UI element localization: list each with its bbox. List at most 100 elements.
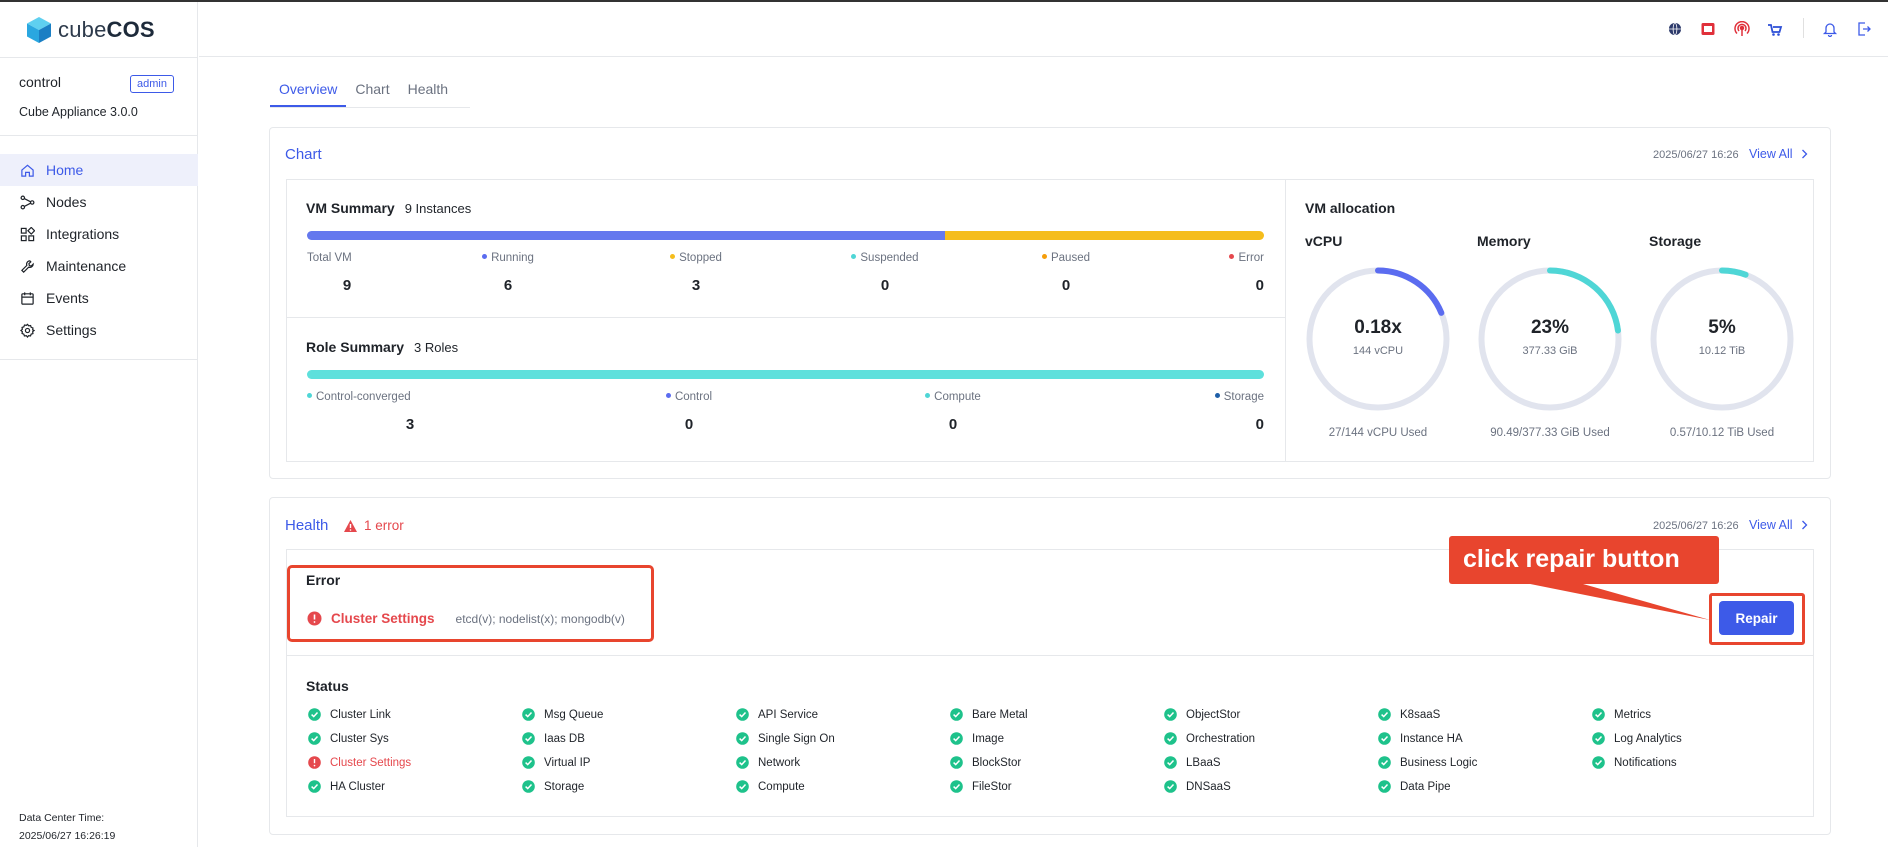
legend-dot: [670, 254, 676, 260]
legend-dot: [307, 393, 312, 399]
status-item: Storage: [522, 780, 584, 793]
status-item-label: BlockStor: [972, 756, 1022, 769]
check-circle-icon: [1592, 732, 1605, 745]
vm_summary-stat-value: 0: [880, 277, 890, 294]
sidebar-item-events[interactable]: Events: [0, 282, 198, 314]
status-item-label: Single Sign On: [758, 732, 835, 745]
sidebar-item-home[interactable]: Home: [0, 154, 198, 186]
integrations-icon: [20, 226, 35, 241]
sidebar-item-integrations[interactable]: Integrations: [0, 218, 198, 250]
tab-health[interactable]: Health: [407, 81, 449, 97]
terminal-icon[interactable]: [1700, 21, 1716, 37]
status-item: Compute: [736, 780, 805, 793]
globe-icon[interactable]: [1667, 21, 1683, 37]
status-item-label: Msg Queue: [544, 708, 604, 721]
role-summary-count: 3 Roles: [414, 340, 459, 355]
health-view-all-link[interactable]: View All: [1749, 518, 1808, 532]
sidebar-item-nodes[interactable]: Nodes: [0, 186, 198, 218]
health-card-date: 2025/06/27 16:26: [1653, 520, 1739, 532]
logout-icon[interactable]: [1856, 21, 1872, 37]
status-item: Cluster Settings: [308, 756, 411, 769]
bell-icon[interactable]: [1822, 21, 1838, 37]
username: control: [19, 74, 62, 90]
gauge-ring: [1478, 267, 1622, 411]
vm-summary-title: VM Summary 9 Instances: [306, 200, 472, 216]
health-inner-panel: [286, 549, 1814, 817]
topbar: [199, 2, 1888, 57]
vm_summary-stat-value: 3: [691, 277, 701, 294]
chart-card-title: Chart: [285, 146, 322, 163]
check-circle-icon: [1378, 780, 1391, 793]
status-item-label: Log Analytics: [1614, 732, 1682, 745]
sidebar-item-settings[interactable]: Settings: [0, 314, 198, 346]
chart-view-all-link[interactable]: View All: [1749, 147, 1808, 161]
tab-overview[interactable]: Overview: [270, 72, 347, 107]
repair-button[interactable]: Repair: [1719, 601, 1794, 635]
status-item: Log Analytics: [1592, 732, 1682, 745]
events-icon: [21, 291, 34, 305]
status-item-label: LBaaS: [1186, 756, 1221, 769]
settings-icon: [20, 323, 35, 338]
warning-icon: [344, 519, 357, 532]
status-item-label: K8saaS: [1400, 708, 1441, 721]
gauge-fill: [1650, 267, 1794, 411]
gauge-value: 0.18x: [1354, 317, 1402, 338]
vm-bar-stopped-segment: [945, 231, 1264, 240]
view-all-label: View All: [1749, 147, 1793, 161]
status-item-label: HA Cluster: [330, 780, 385, 793]
error-circle-icon: [308, 756, 321, 769]
status-item: Data Pipe: [1378, 780, 1451, 793]
check-circle-icon: [522, 732, 535, 745]
check-circle-icon: [1164, 732, 1177, 745]
check-circle-icon: [308, 732, 321, 745]
sidebar-item-maintenance[interactable]: Maintenance: [0, 250, 198, 282]
gauge-capacity: 10.12 TiB: [1698, 345, 1746, 357]
check-circle-icon: [736, 732, 749, 745]
sidebar-divider: [0, 359, 198, 360]
status-item-label: ObjectStor: [1186, 708, 1241, 721]
status-item-label: DNSaaS: [1186, 780, 1231, 793]
status-item: BlockStor: [950, 756, 1021, 769]
status-item: Metrics: [1592, 708, 1651, 721]
status-section-title: Status: [306, 678, 349, 694]
status-item: Notifications: [1592, 756, 1677, 769]
sidebar-item-label: Settings: [46, 322, 97, 338]
status-item: Virtual IP: [522, 756, 590, 769]
sidebar-item-label: Integrations: [46, 226, 120, 242]
gauge-title: Memory: [1477, 233, 1531, 249]
vm-summary-count: 9 Instances: [404, 201, 472, 216]
sidebar-divider: [0, 135, 198, 136]
status-item-label: Iaas DB: [544, 732, 585, 745]
check-circle-icon: [1378, 732, 1391, 745]
vm-allocation-title: VM allocation: [1305, 200, 1396, 216]
sidebar-item-label: Nodes: [46, 194, 87, 210]
gauge-title: vCPU: [1305, 233, 1343, 249]
status-item: Network: [736, 756, 800, 769]
gauge-ring: [1650, 267, 1794, 411]
sidebar-item-label: Maintenance: [46, 258, 127, 274]
status-item-label: Cluster Link: [330, 708, 391, 721]
role_summary-stat-value: 0: [684, 416, 694, 433]
vm_summary-stat-label: Stopped: [636, 252, 756, 264]
status-item-label: Network: [758, 756, 801, 769]
broadcast-icon[interactable]: [1734, 21, 1750, 37]
check-circle-icon: [522, 780, 535, 793]
vm_summary-stat-label: Paused: [1006, 252, 1126, 264]
check-circle-icon: [1592, 756, 1605, 769]
repair-highlight-box: [1709, 593, 1805, 645]
role_summary-stat-value: 0: [1255, 416, 1264, 433]
gauge-title: Storage: [1649, 233, 1702, 249]
status-item-label: Business Logic: [1400, 756, 1478, 769]
status-item-label: Data Pipe: [1400, 780, 1451, 793]
logo[interactable]: cubeCOS: [26, 16, 155, 44]
error-item-detail: etcd(v); nodelist(x); mongodb(v): [455, 611, 625, 626]
view-all-label: View All: [1749, 518, 1793, 532]
sidebar-item-label: Events: [46, 290, 89, 306]
tab-chart[interactable]: Chart: [355, 81, 390, 97]
cart-icon[interactable]: [1767, 21, 1783, 37]
home-icon: [21, 164, 34, 177]
chart-card: [269, 127, 1831, 479]
error-item: Cluster Settings etcd(v); nodelist(x); m…: [307, 611, 625, 626]
error-highlight-box: [287, 565, 654, 642]
status-item-label: Image: [972, 732, 1004, 745]
